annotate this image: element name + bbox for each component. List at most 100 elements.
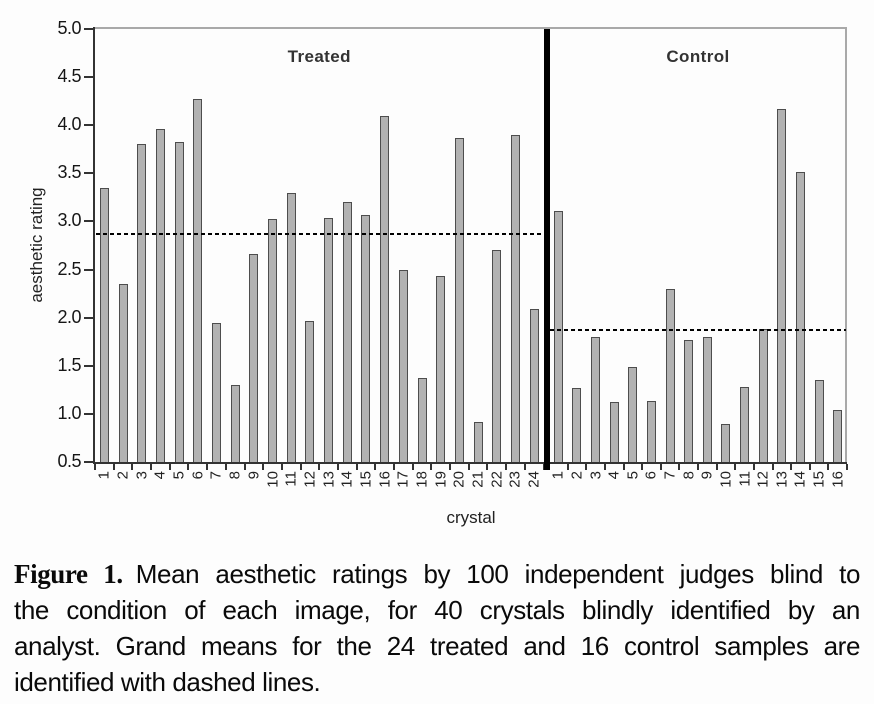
bar [609,402,619,462]
x-tick-label: 22 [488,471,506,488]
x-tick-label: 10 [717,471,735,488]
x-tick [505,464,508,470]
x-tick-label: 23 [506,471,524,488]
section-divider [543,29,550,470]
bar [249,254,259,462]
x-tick [566,464,569,470]
x-tick [224,464,227,470]
x-tick [846,464,848,470]
x-tick-label: 16 [829,471,847,488]
bar [833,410,843,462]
x-tick-label: 17 [394,471,412,488]
bar [628,366,638,462]
bar [665,288,675,462]
x-tick-label: 4 [605,471,623,480]
bar [230,385,240,462]
x-tick-label: 1 [549,471,567,480]
x-tick-label: 8 [226,471,244,480]
y-tick [84,28,93,30]
x-tick [150,464,153,470]
x-tick [280,464,283,470]
x-tick [697,464,699,470]
x-tick [734,464,737,470]
x-tick-label: 5 [170,471,188,480]
x-tick [486,464,489,470]
x-tick-label: 24 [525,471,543,488]
bar [510,134,520,462]
x-tick [262,464,265,470]
bar [777,108,787,462]
x-tick-label: 18 [413,471,431,488]
bar [572,387,582,462]
y-axis-line [93,27,95,462]
x-tick-label: 13 [320,471,338,488]
x-tick-label: 7 [207,471,225,480]
x-tick-label: 6 [642,471,660,480]
bar [286,192,296,462]
y-tick [84,461,93,463]
x-tick [393,464,395,470]
section-label-control: Control [666,47,730,66]
y-tick [84,268,93,271]
caption-line-1: Figure 1. Mean aesthetic ratings by 100 i… [14,556,860,592]
bar [591,336,601,462]
figure-caption: Figure 1. Mean aesthetic ratings by 100 i… [14,556,860,700]
x-tick [299,464,302,470]
x-tick-label: 3 [133,471,151,480]
x-tick-label: 2 [568,471,586,480]
caption-line-4: identified with dashed lines. [14,667,321,697]
x-tick-label: 3 [587,471,605,480]
plot-top-border [93,27,847,29]
x-tick [243,464,246,470]
y-tick-label: 2.0 [57,306,81,327]
plot-area: 0.5 1.0 1.5 2.0 2.5 3.0 3.5 4.0 4.5 5.0 1 2 3 4 5 6 7 8 9 1… [57,18,848,488]
y-tick [84,364,93,367]
x-tick [131,464,134,470]
x-tick-label: 9 [698,471,716,480]
x-tick-label: 11 [736,471,754,487]
y-tick [84,172,93,175]
bar-chart: aesthetic rating crystal 0.5 1.0 1.5 2.0 2.5… [27,18,848,527]
y-tick-label: 4.5 [57,66,81,87]
x-tick [411,464,414,470]
bar [137,144,147,462]
x-tick-label: 7 [661,471,679,480]
x-tick-label: 4 [151,471,169,480]
bar [380,115,390,462]
y-tick-label: 1.0 [57,402,81,423]
x-tick-label: 10 [264,471,282,488]
x-tick [318,464,321,470]
bar [324,217,334,462]
bar [684,339,694,462]
bar [417,378,427,462]
y-tick-label: 1.5 [57,354,81,375]
bar [454,137,464,462]
section-label-treated: Treated [287,47,351,66]
mean-line-treated [96,232,543,235]
x-axis-line [93,462,847,464]
x-tick [187,464,190,470]
x-tick [603,464,606,470]
x-tick [715,464,718,470]
x-tick-label: 19 [432,471,450,488]
x-tick [449,464,452,470]
x-tick-label: 13 [773,471,791,488]
mean-line-control [550,329,846,332]
x-tick [168,464,171,470]
bar [702,336,712,462]
x-tick-label: 6 [189,471,207,480]
bar [492,250,502,462]
y-tick [84,220,93,223]
x-tick [585,464,588,470]
x-tick [808,464,811,470]
y-tick [84,76,93,79]
x-tick-label: 15 [810,471,828,488]
y-tick [84,124,93,127]
y-tick [84,412,93,415]
x-tick [94,464,96,470]
x-tick-label: 9 [245,471,263,480]
y-tick-label: 0.5 [57,451,81,472]
x-tick [374,464,377,470]
bar [361,214,371,462]
